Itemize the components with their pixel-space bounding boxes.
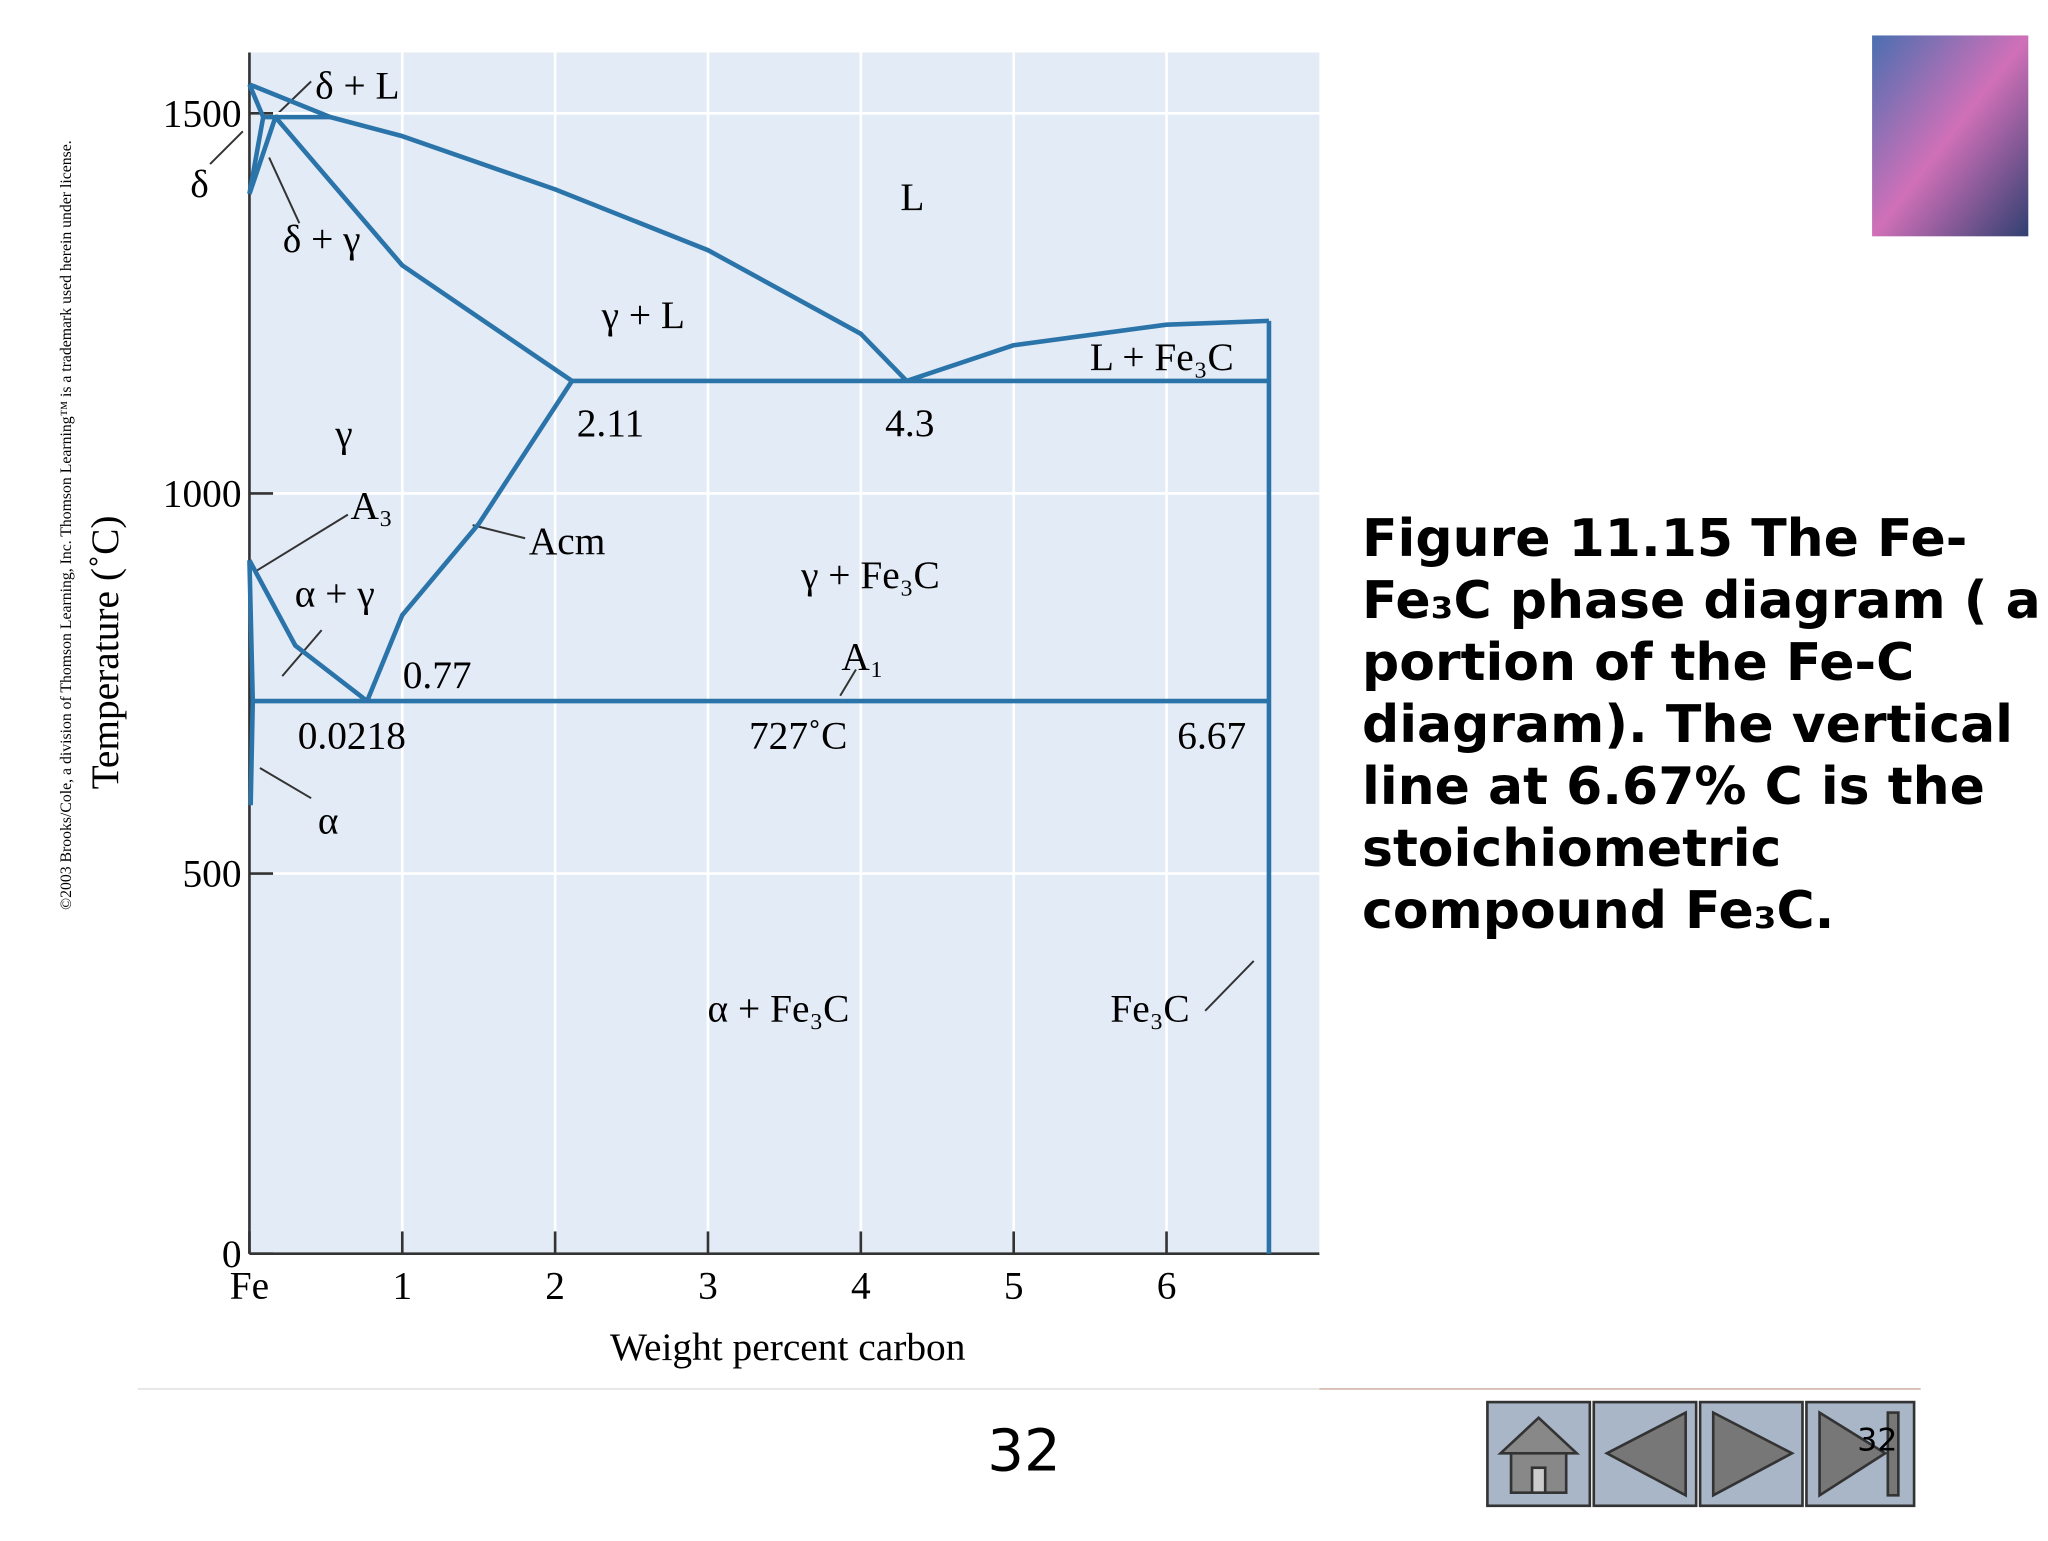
nav-page: 32	[1857, 1423, 1897, 1459]
region-label: δ + L	[315, 63, 400, 107]
x-tick-label: 5	[1004, 1263, 1024, 1307]
caption: Figure 11.15 The Fe-Fe₃C phase diagram (…	[1362, 509, 2041, 941]
region-label: 727˚C	[749, 713, 847, 757]
region-label: 2.11	[577, 401, 644, 445]
region-label: L	[900, 175, 924, 219]
region-label: δ	[190, 162, 209, 206]
y-tick-label: 1500	[163, 91, 242, 135]
phase-boundary	[273, 115, 574, 383]
region-label: Acm	[529, 519, 606, 563]
x-tick-label: 1	[392, 1263, 412, 1307]
region-label: α	[318, 799, 339, 843]
region-label: 0.77	[403, 653, 472, 697]
region-label: A₃	[350, 484, 392, 528]
region-label: α + Fe₃C	[708, 986, 850, 1030]
x-tick-label: 3	[698, 1263, 718, 1307]
phase-boundary	[247, 560, 256, 806]
region-label: L + Fe₃C	[1090, 335, 1234, 379]
y-tick-label: 1000	[163, 472, 242, 516]
x-tick-label: 6	[1157, 1263, 1177, 1307]
region-label: δ + γ	[283, 217, 361, 261]
phase-boundary	[247, 559, 369, 703]
x-axis-label: Weight percent carbon	[610, 1325, 966, 1369]
region-label: A₁	[841, 635, 883, 679]
y-tick-label: 0	[222, 1232, 242, 1276]
x-tick-label: 2	[545, 1263, 565, 1307]
page-number: 32	[987, 1416, 1061, 1484]
region-label: γ	[334, 411, 352, 455]
region-label: Fe₃C	[1110, 986, 1189, 1030]
y-axis-label: Temperature (˚C)	[83, 516, 127, 790]
phase-boundary	[365, 379, 574, 702]
nav-buttons	[1486, 1400, 1916, 1508]
x-tick-label: 4	[851, 1263, 871, 1307]
x-tick-label: Fe	[230, 1263, 269, 1307]
region-label: γ + Fe₃C	[800, 553, 940, 597]
region-label: γ + L	[601, 293, 685, 337]
copyright: ©2003 Brooks/Cole, a division of Thomson…	[58, 140, 75, 910]
region-label: 6.67	[1177, 713, 1246, 757]
phase-boundary	[905, 318, 1270, 384]
phase-boundary	[247, 116, 278, 195]
book-cover	[1872, 35, 2029, 237]
region-label: 4.3	[885, 401, 934, 445]
region-label: 0.0218	[298, 713, 406, 757]
y-tick-label: 500	[182, 852, 241, 896]
region-label: α + γ	[295, 572, 375, 616]
plot-background	[249, 52, 1320, 1254]
